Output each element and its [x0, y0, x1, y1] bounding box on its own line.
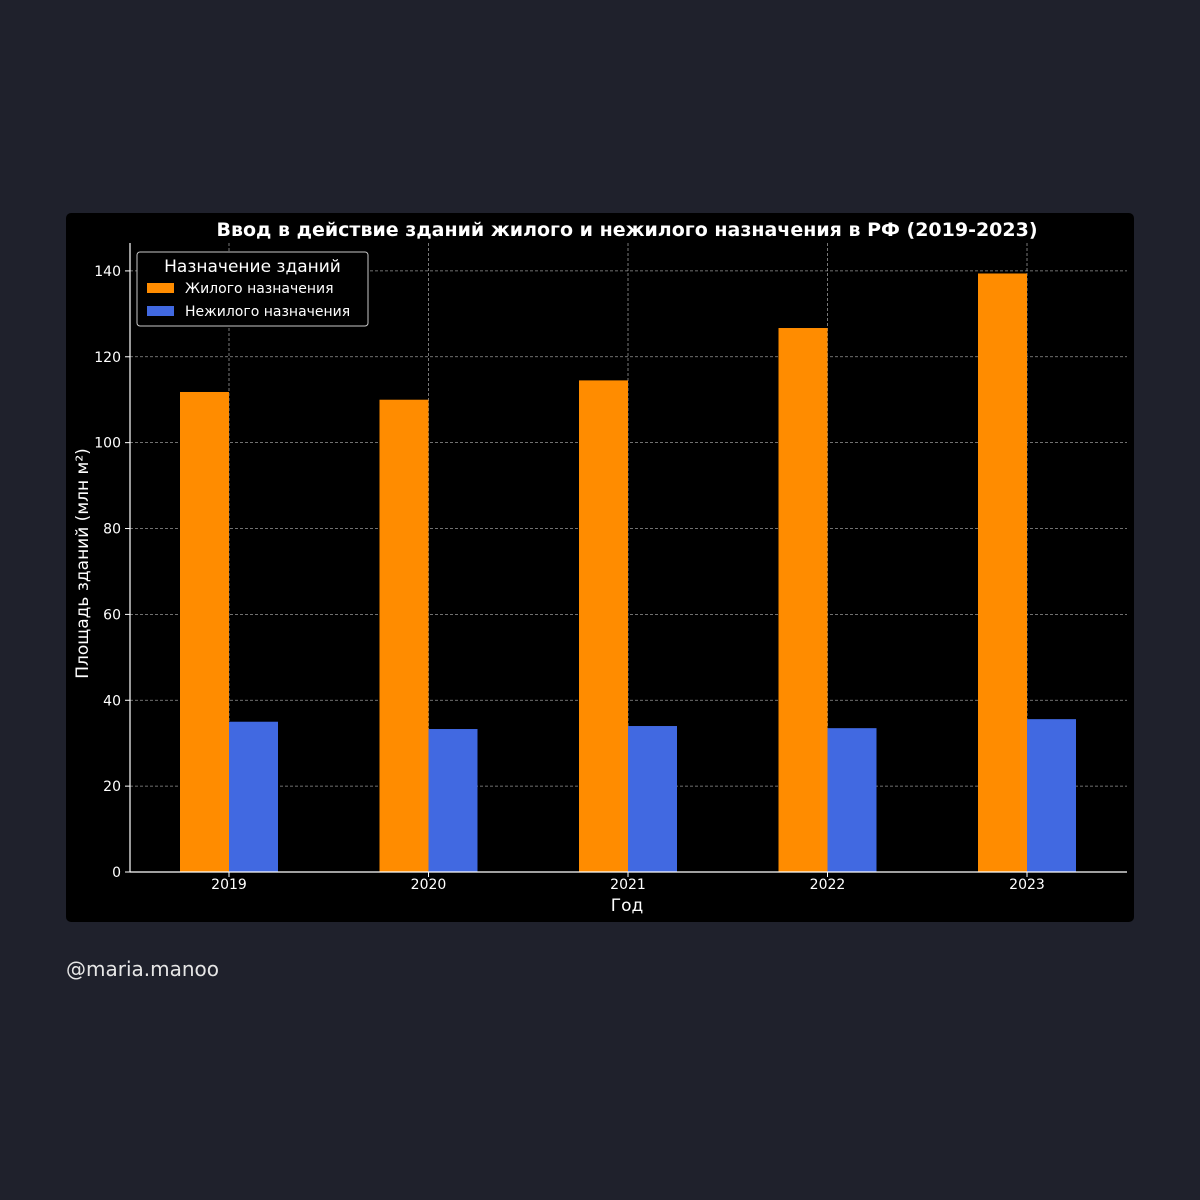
legend-swatch-nonresidential	[147, 306, 174, 316]
y-tick-label: 80	[103, 522, 121, 538]
bar-nonresidential-2023	[1027, 719, 1076, 872]
legend-box	[136, 251, 369, 327]
legend-title: Назначение зданий	[164, 257, 341, 277]
y-tick-label: 100	[94, 436, 121, 452]
x-tick-label: 2019	[211, 877, 247, 893]
legend-swatch-residential	[147, 283, 174, 293]
bar-nonresidential-2020	[428, 729, 478, 872]
legend-label-residential: Жилого назначения	[185, 281, 334, 297]
y-axis-label: Площадь зданий (млн м²)	[73, 448, 93, 679]
x-tick-label: 2023	[1009, 877, 1045, 893]
bar-residential-2022	[778, 328, 828, 872]
bar-chart: 0 20 40 60 80 100 120 140 2019 2020 2021 2022 2023 Вв…	[73, 219, 1127, 916]
bar-nonresidential-2021	[628, 726, 677, 872]
legend: Назначение зданий Жилого назначения Нежило…	[136, 251, 369, 327]
legend-label-nonresidential: Нежилого назначения	[185, 304, 350, 320]
author-watermark: @maria.manoo	[66, 957, 220, 981]
x-tick-label: 2020	[411, 877, 447, 893]
bar-residential-2019	[180, 391, 229, 872]
y-tick-label: 140	[94, 264, 121, 280]
y-tick-label: 20	[103, 779, 121, 795]
bar-nonresidential-2019	[229, 721, 278, 872]
x-tick-label: 2022	[810, 877, 846, 893]
labels-layer: 0 20 40 60 80 100 120 140 2019 2020 2021 2022 2023 Вв…	[73, 219, 1045, 916]
y-tick-label: 40	[103, 693, 121, 709]
chart-title: Ввод в действие зданий жилого и нежилого…	[216, 219, 1037, 241]
bar-nonresidential-2022	[827, 728, 877, 872]
bar-residential-2020	[379, 399, 429, 872]
y-tick-label: 120	[94, 350, 121, 366]
chart-card: 0 20 40 60 80 100 120 140 2019 2020 2021 2022 2023 Вв…	[66, 213, 1134, 922]
x-axis-label: Год	[611, 896, 644, 916]
y-tick-label: 60	[103, 607, 121, 623]
axes-layer	[125, 243, 1127, 877]
y-tick-label: 0	[112, 865, 121, 881]
x-tick-label: 2021	[610, 877, 646, 893]
bars-layer	[180, 273, 1076, 872]
bar-residential-2021	[579, 380, 628, 872]
bar-residential-2023	[978, 273, 1027, 872]
